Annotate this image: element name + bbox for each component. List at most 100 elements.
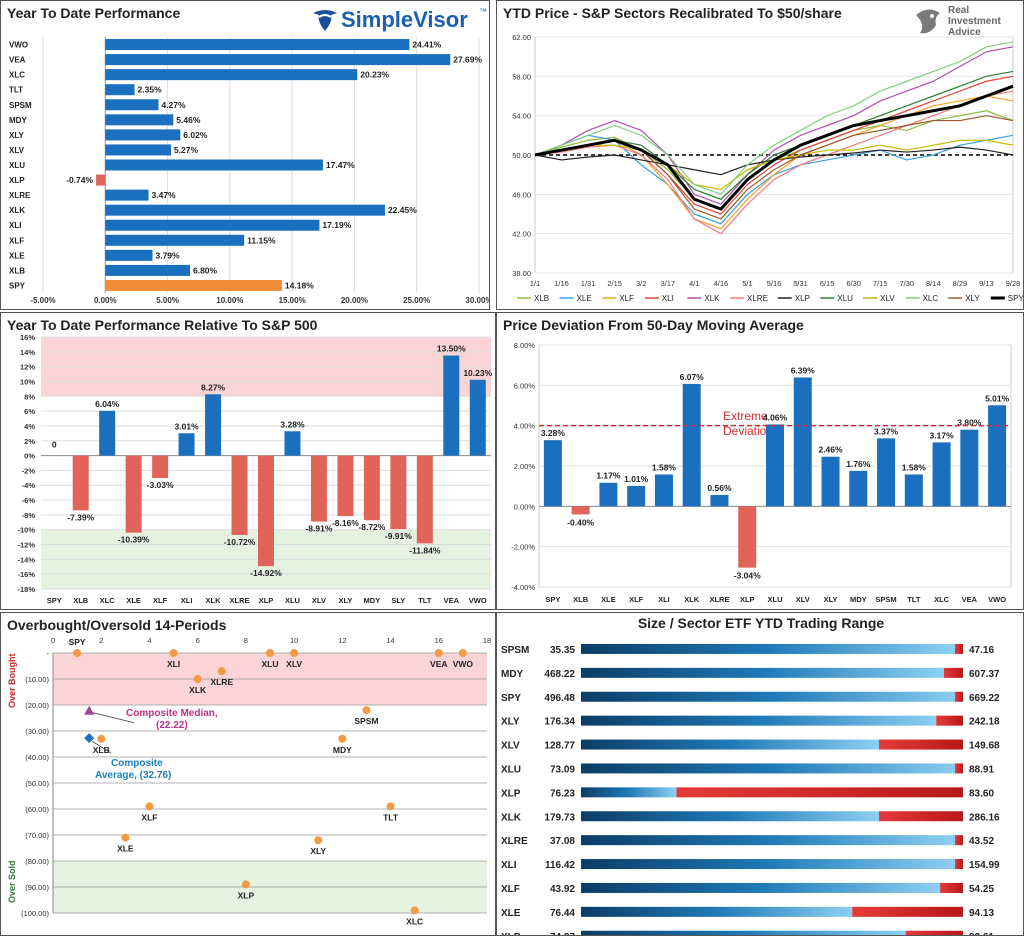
ytd-title: Year To Date Performance: [7, 5, 181, 21]
deviation-category-label: VEA: [962, 595, 978, 604]
deviation-bar: [738, 506, 757, 568]
obos-point-label: XLB: [93, 745, 110, 755]
obos-point: [241, 880, 250, 889]
deviation-value-label: 6.39%: [791, 365, 816, 375]
price-ytick-label: 46.00: [512, 190, 531, 199]
deviation-value-label: 3.80%: [957, 418, 982, 428]
obos-point: [434, 649, 443, 657]
ytd-bar: [96, 174, 106, 186]
ytd-bar: [105, 264, 190, 276]
price-legend-label: XLV: [880, 294, 895, 303]
price-xtick-label: 1/1: [530, 279, 540, 288]
range-high-label: 669.22: [969, 693, 1000, 704]
relative-ytick-label: -18%: [17, 585, 35, 594]
deviation-category-label: SPSM: [875, 595, 896, 604]
obos-point: [410, 906, 419, 915]
ria-line2: Investment: [948, 16, 1001, 27]
relative-value-label: -8.72%: [358, 522, 385, 532]
obos-point-label: XLF: [141, 812, 157, 822]
relative-ytick-label: -4%: [22, 481, 36, 490]
deviation-value-label: -0.40%: [567, 517, 594, 527]
range-ticker-label: XLU: [501, 764, 521, 775]
obos-ytick-label: (70.00): [25, 831, 49, 840]
deviation-value-label: 5.01%: [985, 393, 1010, 403]
relative-category-label: XLY: [338, 596, 352, 605]
deviation-bar: [654, 474, 673, 507]
obos-point-label: VEA: [430, 659, 447, 669]
ytd-xtick-label: 15.00%: [279, 296, 306, 305]
range-bar-blue: [581, 930, 906, 935]
relative-ytick-label: 4%: [24, 422, 35, 431]
ytd-xtick-label: 0.00%: [94, 296, 117, 305]
deviation-bar: [543, 440, 562, 507]
deviation-bar: [849, 470, 868, 507]
ytd-value-label: -0.74%: [66, 175, 93, 185]
trading-range-chart: Size / Sector ETF YTD Trading Range SPSM…: [501, 615, 1000, 935]
price-xtick-label: 4/1: [689, 279, 699, 288]
relative-ytick-label: -2%: [22, 466, 36, 475]
ytd-value-label: 2.35%: [138, 85, 163, 95]
price-xtick-label: 6/30: [846, 279, 861, 288]
range-low-label: 468.22: [544, 669, 575, 680]
range-high-label: 607.37: [969, 669, 1000, 680]
deviation-category-label: XLB: [573, 595, 589, 604]
obos-xtick-label: 6: [196, 636, 200, 645]
ytd-category-label: MDY: [9, 116, 27, 125]
relative-category-label: XLF: [153, 596, 168, 605]
obos-point: [314, 836, 323, 845]
relative-category-label: MDY: [364, 596, 381, 605]
obos-point-label: VWO: [453, 659, 474, 669]
price-series-line: [534, 84, 1014, 211]
ytd-bar: [105, 69, 358, 81]
relative-category-label: VWO: [469, 596, 487, 605]
deviation-bar: [988, 405, 1007, 507]
obos-point: [338, 734, 347, 743]
ytd-bar: [105, 129, 181, 141]
relative-bar: [178, 433, 195, 456]
relative-bar: [390, 455, 407, 530]
ytd-category-label: XLC: [9, 71, 25, 80]
relative-value-label: -11.84%: [409, 545, 441, 555]
ytd-category-label: XLF: [9, 236, 24, 245]
price-legend-label: XLC: [923, 294, 939, 303]
range-ticker-label: MDY: [501, 669, 524, 680]
obos-ytick-label: (20.00): [25, 701, 49, 710]
deviation-bar: [960, 429, 979, 507]
relative-bar: [231, 455, 248, 536]
range-high-label: 94.13: [969, 908, 994, 919]
range-bar-red: [852, 906, 963, 917]
obos-chart: Over Bought Over Sold Composite Median, …: [7, 636, 491, 926]
price-series-line: [534, 115, 1014, 220]
obos-ytick-label: (80.00): [25, 857, 49, 866]
range-bar-red: [955, 835, 963, 846]
relative-ytick-label: 6%: [24, 407, 35, 416]
ytd-category-label: SPY: [9, 281, 26, 290]
deviation-ytick-label: 4.00%: [514, 422, 536, 431]
ytd-value-label: 22.45%: [388, 205, 417, 215]
ytd-value-label: 4.27%: [161, 100, 186, 110]
obos-point: [169, 649, 178, 657]
deviation-panel: Price Deviation From 50-Day Moving Avera…: [496, 312, 1024, 610]
deviation-category-label: SPY: [545, 595, 560, 604]
ytd-category-label: XLK: [9, 206, 25, 215]
trademark: ™: [479, 7, 487, 16]
composite-median-marker: [84, 705, 95, 715]
relative-value-label: -9.91%: [385, 531, 412, 541]
obos-xtick-label: 4: [147, 636, 151, 645]
deviation-bar: [821, 456, 840, 507]
obos-point-label: XLK: [189, 685, 207, 695]
obos-point: [362, 706, 371, 715]
ytd-bar: [105, 249, 153, 261]
ytd-category-label: XLRE: [9, 191, 31, 200]
relative-value-label: -10.39%: [118, 535, 150, 545]
relative-value-label: 6.04%: [95, 399, 120, 409]
relative-value-label: 8.27%: [201, 382, 226, 392]
eagle-head-icon: [916, 9, 940, 34]
price-xtick-label: 9/28: [1006, 279, 1021, 288]
obos-point: [217, 667, 226, 676]
deviation-title: Price Deviation From 50-Day Moving Avera…: [503, 317, 804, 333]
obos-point-label: XLRE: [210, 677, 233, 687]
range-ticker-label: XLK: [501, 812, 522, 823]
ria-line3: Advice: [948, 27, 981, 38]
obos-ytick-label: (50.00): [25, 779, 49, 788]
